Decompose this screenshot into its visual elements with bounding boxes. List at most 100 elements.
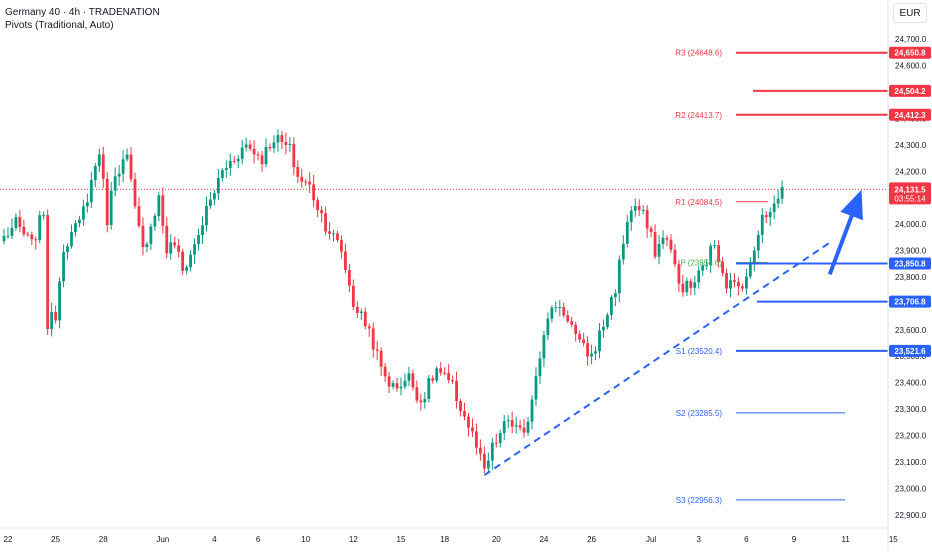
candle[interactable]	[772, 195, 776, 220]
candle[interactable]	[240, 140, 244, 165]
candle[interactable]	[62, 244, 65, 288]
projection-arrow[interactable]	[827, 189, 863, 276]
candle[interactable]	[582, 333, 586, 347]
candle[interactable]	[594, 346, 597, 361]
candle[interactable]	[18, 209, 22, 233]
candle[interactable]	[467, 412, 470, 437]
candle[interactable]	[209, 191, 212, 209]
candle[interactable]	[256, 151, 260, 161]
candle[interactable]	[85, 193, 89, 213]
candle[interactable]	[741, 283, 744, 292]
candle[interactable]	[566, 310, 570, 324]
indicator-title[interactable]: Pivots (Traditional, Auto)	[5, 20, 114, 31]
candle[interactable]	[729, 272, 732, 298]
candle[interactable]	[328, 222, 331, 240]
candle[interactable]	[42, 211, 46, 220]
candle[interactable]	[677, 260, 681, 292]
candle[interactable]	[764, 211, 768, 224]
candle[interactable]	[514, 416, 518, 434]
candle[interactable]	[431, 375, 435, 384]
candle[interactable]	[554, 301, 558, 313]
price-badge-level[interactable]: 24,504.2	[889, 84, 931, 97]
candle[interactable]	[379, 347, 383, 376]
candle[interactable]	[427, 375, 431, 403]
time-scale[interactable]: 22 25 28 Jun 4 6 10 12 15 18 20 24 26 Jul 3 6 9 11 15	[4, 535, 899, 544]
candle[interactable]	[407, 366, 411, 387]
candle[interactable]	[260, 150, 264, 172]
candle[interactable]	[435, 366, 439, 383]
candle[interactable]	[125, 148, 129, 162]
candle[interactable]	[264, 138, 268, 168]
candle[interactable]	[403, 373, 407, 390]
candle[interactable]	[447, 364, 451, 384]
candle[interactable]	[304, 178, 308, 186]
candle[interactable]	[606, 312, 609, 330]
candle[interactable]	[220, 167, 224, 182]
candle[interactable]	[213, 189, 216, 206]
candle[interactable]	[78, 215, 81, 228]
candle[interactable]	[617, 255, 621, 303]
candle[interactable]	[733, 273, 736, 288]
candle[interactable]	[197, 228, 200, 251]
candle[interactable]	[510, 411, 514, 434]
candle[interactable]	[455, 371, 458, 409]
candle[interactable]	[22, 219, 26, 237]
price-scale[interactable]: 24,700.024,600.024,500.024,400.024,300.0…	[895, 35, 927, 520]
candle[interactable]	[252, 140, 256, 164]
candle[interactable]	[232, 155, 236, 164]
candle[interactable]	[610, 294, 613, 320]
candle[interactable]	[776, 189, 780, 209]
candle[interactable]	[145, 241, 149, 253]
candle[interactable]	[248, 140, 252, 152]
candle[interactable]	[2, 228, 6, 245]
candle[interactable]	[621, 235, 625, 265]
candle[interactable]	[6, 227, 10, 239]
candle[interactable]	[181, 248, 185, 275]
candle[interactable]	[336, 230, 339, 243]
candle[interactable]	[494, 433, 498, 448]
candle[interactable]	[54, 305, 58, 324]
candle[interactable]	[486, 452, 490, 472]
candle[interactable]	[482, 446, 486, 474]
price-badge-level[interactable]: 23,850.8	[889, 257, 931, 270]
candle[interactable]	[58, 277, 61, 329]
candle[interactable]	[399, 377, 403, 396]
candle[interactable]	[97, 148, 101, 173]
candle[interactable]	[518, 419, 522, 431]
candle[interactable]	[498, 429, 502, 448]
candle[interactable]	[236, 155, 240, 169]
candle[interactable]	[105, 172, 109, 233]
candle[interactable]	[109, 182, 113, 230]
candle[interactable]	[141, 217, 145, 256]
candle[interactable]	[645, 205, 649, 238]
candle[interactable]	[10, 218, 14, 239]
candle[interactable]	[558, 299, 562, 317]
candle[interactable]	[30, 231, 34, 245]
candle[interactable]	[649, 225, 653, 238]
candle[interactable]	[50, 302, 54, 337]
candle[interactable]	[534, 367, 538, 407]
candle[interactable]	[443, 367, 447, 376]
candle[interactable]	[177, 238, 181, 258]
candle[interactable]	[459, 398, 462, 417]
candle[interactable]	[439, 362, 443, 376]
candle[interactable]	[272, 135, 276, 153]
candle[interactable]	[312, 175, 316, 208]
candle[interactable]	[157, 191, 161, 222]
candle[interactable]	[93, 162, 97, 187]
candle[interactable]	[768, 207, 772, 227]
candle[interactable]	[475, 423, 478, 455]
candle[interactable]	[471, 418, 474, 438]
candle[interactable]	[38, 210, 42, 244]
candle[interactable]	[744, 268, 748, 295]
candle[interactable]	[387, 372, 391, 394]
candle[interactable]	[538, 351, 542, 385]
currency-button[interactable]: EUR	[893, 3, 927, 23]
candle[interactable]	[395, 377, 399, 392]
candle[interactable]	[129, 147, 133, 182]
candle[interactable]	[780, 180, 784, 204]
candle[interactable]	[185, 265, 189, 275]
candle[interactable]	[189, 250, 192, 272]
